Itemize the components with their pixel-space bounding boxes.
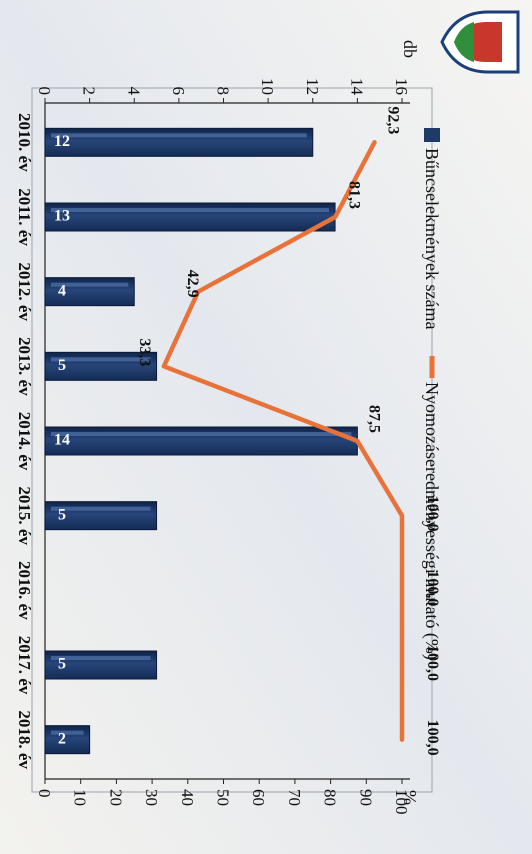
left-axis-tick-label: 0 [35, 87, 54, 96]
plot-frame [31, 87, 433, 793]
right-axis-tick-label: 0 [35, 789, 54, 798]
line-value-label: 81,3 [345, 181, 362, 209]
left-axis-tick-label: 2 [80, 87, 99, 96]
legend-label-bars: Bűncselekmények száma [422, 148, 442, 329]
x-axis-category-label: 2013. év [15, 337, 34, 396]
bar-2010 [44, 127, 314, 157]
left-axis-label: db [400, 40, 420, 58]
right-axis-tick-label: 40 [178, 789, 197, 806]
left-axis-tick-label: 14 [347, 78, 366, 96]
left-axis-tick-label: 12 [303, 78, 322, 95]
left-axis-tick-label: 16 [392, 78, 411, 95]
bar-highlight [51, 357, 151, 362]
bar-value-label: 13 [54, 208, 70, 225]
bar-highlight [51, 506, 151, 511]
line-value-label: 100,0 [424, 570, 441, 606]
line-value-label: 100,0 [424, 645, 441, 681]
bar-value-label: 4 [58, 282, 66, 299]
line-series-polyline [161, 140, 405, 742]
right-axis-tick-label: 70 [285, 789, 304, 806]
bar-2018 [44, 725, 91, 755]
bar-2014 [44, 426, 358, 456]
line-value-label: 87,5 [365, 405, 382, 433]
right-axis-tick-label: 30 [142, 789, 161, 806]
line-value-label: 42,9 [184, 270, 201, 298]
x-axis-category-label: 2018. év [15, 710, 34, 769]
right-axis-label: % [400, 790, 420, 805]
right-axis-tick-label: 60 [249, 789, 268, 806]
x-axis-category-label: 2014. év [15, 412, 34, 471]
line-value-label: 92,3 [385, 106, 402, 134]
bar-value-label: 2 [58, 730, 66, 747]
line-value-label: 100,0 [424, 720, 441, 756]
left-axis-tick-label: 8 [214, 87, 233, 96]
bar-highlight [51, 432, 352, 436]
x-axis-category-label: 2016. év [15, 561, 34, 620]
bar-highlight [51, 208, 330, 212]
bar-2011 [44, 202, 336, 232]
bar-highlight [51, 656, 151, 660]
legend-swatch-bars [424, 128, 440, 142]
emblem-shield-green [454, 22, 474, 62]
right-axis-tick-label: 90 [356, 789, 375, 806]
right-axis-tick-label: 10 [71, 789, 90, 806]
left-axis-tick-label: 10 [258, 78, 277, 95]
x-axis-category-label: 2010. év [15, 113, 34, 172]
left-axis-tick-label: 4 [124, 87, 143, 96]
bar-value-label: 5 [58, 656, 66, 673]
bar-value-label: 5 [58, 357, 66, 374]
right-axis-tick-label: 100 [392, 789, 411, 815]
right-axis-tick-label: 80 [321, 789, 340, 806]
bar-value-label: 12 [54, 133, 70, 150]
left-axis-tick-label: 6 [169, 87, 188, 96]
bar-value-label: 5 [58, 506, 66, 523]
line-value-label: 33,3 [136, 338, 153, 366]
legend-label-line: Nyomozáseredményességi mutató (%) [421, 382, 442, 660]
bar-value-label: 14 [54, 432, 70, 449]
bar-highlight [51, 133, 307, 138]
x-axis-category-label: 2017. év [15, 636, 34, 695]
x-axis-category-label: 2011. év [15, 188, 34, 246]
right-axis-tick-label: 50 [214, 789, 233, 806]
x-axis-category-label: 2012. év [15, 262, 34, 321]
bar-highlight [51, 282, 129, 287]
bar-highlight [51, 730, 84, 735]
line-value-label: 100,0 [424, 496, 441, 532]
right-axis-tick-label: 20 [106, 789, 125, 806]
x-axis-category-label: 2015. év [15, 486, 34, 545]
